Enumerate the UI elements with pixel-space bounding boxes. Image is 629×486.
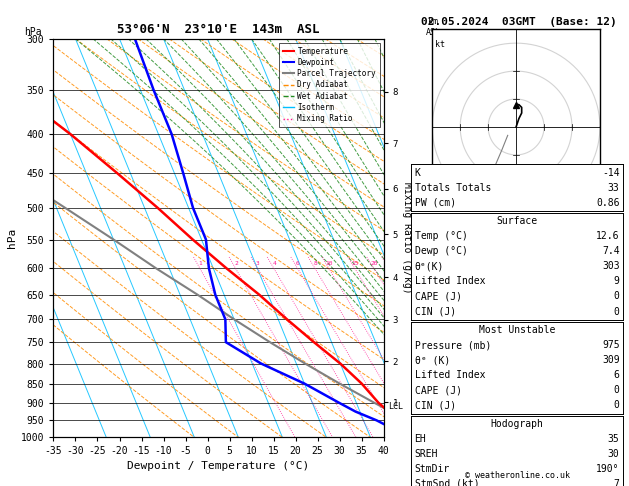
Text: 8: 8 [313,260,317,265]
Text: kt: kt [435,40,445,50]
Text: 10: 10 [325,260,333,265]
Text: 7: 7 [614,479,620,486]
Text: Temp (°C): Temp (°C) [415,231,467,241]
Text: 20: 20 [370,260,378,265]
Text: 7.4: 7.4 [602,246,620,256]
Title: 53°06'N  23°10'E  143m  ASL: 53°06'N 23°10'E 143m ASL [118,23,320,36]
Text: km
ASL: km ASL [426,17,441,37]
Text: 0: 0 [614,307,620,316]
Text: 190°: 190° [596,464,620,474]
Text: 35: 35 [608,434,620,444]
Text: -14: -14 [602,168,620,177]
Text: 2: 2 [234,260,238,265]
Text: StmDir: StmDir [415,464,450,474]
Text: 1: 1 [198,260,202,265]
Text: 0: 0 [614,385,620,395]
Text: θᵉ (K): θᵉ (K) [415,355,450,365]
Text: 15: 15 [352,260,359,265]
Text: SREH: SREH [415,449,438,459]
Legend: Temperature, Dewpoint, Parcel Trajectory, Dry Adiabat, Wet Adiabat, Isotherm, Mi: Temperature, Dewpoint, Parcel Trajectory… [279,43,380,127]
Text: EH: EH [415,434,426,444]
X-axis label: Dewpoint / Temperature (°C): Dewpoint / Temperature (°C) [128,461,309,470]
Text: CIN (J): CIN (J) [415,400,455,410]
Text: Lifted Index: Lifted Index [415,277,485,286]
Y-axis label: hPa: hPa [7,228,17,248]
Text: CAPE (J): CAPE (J) [415,292,462,301]
Text: Dewp (°C): Dewp (°C) [415,246,467,256]
Text: 02.05.2024  03GMT  (Base: 12): 02.05.2024 03GMT (Base: 12) [421,17,617,27]
Text: 0: 0 [614,400,620,410]
Text: 975: 975 [602,340,620,350]
Text: Surface: Surface [496,216,538,226]
Text: 0: 0 [614,292,620,301]
Text: 6: 6 [614,370,620,380]
Text: Pressure (mb): Pressure (mb) [415,340,491,350]
Text: 6: 6 [296,260,300,265]
Text: 3: 3 [256,260,260,265]
Text: 0.86: 0.86 [596,198,620,208]
Text: Totals Totals: Totals Totals [415,183,491,192]
Text: © weatheronline.co.uk: © weatheronline.co.uk [465,471,569,480]
Text: 30: 30 [608,449,620,459]
Text: CAPE (J): CAPE (J) [415,385,462,395]
Text: 12.6: 12.6 [596,231,620,241]
Text: K: K [415,168,420,177]
Text: 309: 309 [602,355,620,365]
Text: θᵉ(K): θᵉ(K) [415,261,444,271]
Text: StmSpd (kt): StmSpd (kt) [415,479,479,486]
Text: Hodograph: Hodograph [491,419,543,429]
Text: hPa: hPa [24,27,42,37]
Text: 4: 4 [272,260,276,265]
Text: 303: 303 [602,261,620,271]
Y-axis label: Mixing Ratio (g/kg): Mixing Ratio (g/kg) [402,182,412,294]
Text: PW (cm): PW (cm) [415,198,455,208]
Text: 33: 33 [608,183,620,192]
Text: CIN (J): CIN (J) [415,307,455,316]
Text: Lifted Index: Lifted Index [415,370,485,380]
Text: LCL: LCL [388,402,403,412]
Text: 9: 9 [614,277,620,286]
Text: Most Unstable: Most Unstable [479,325,555,335]
